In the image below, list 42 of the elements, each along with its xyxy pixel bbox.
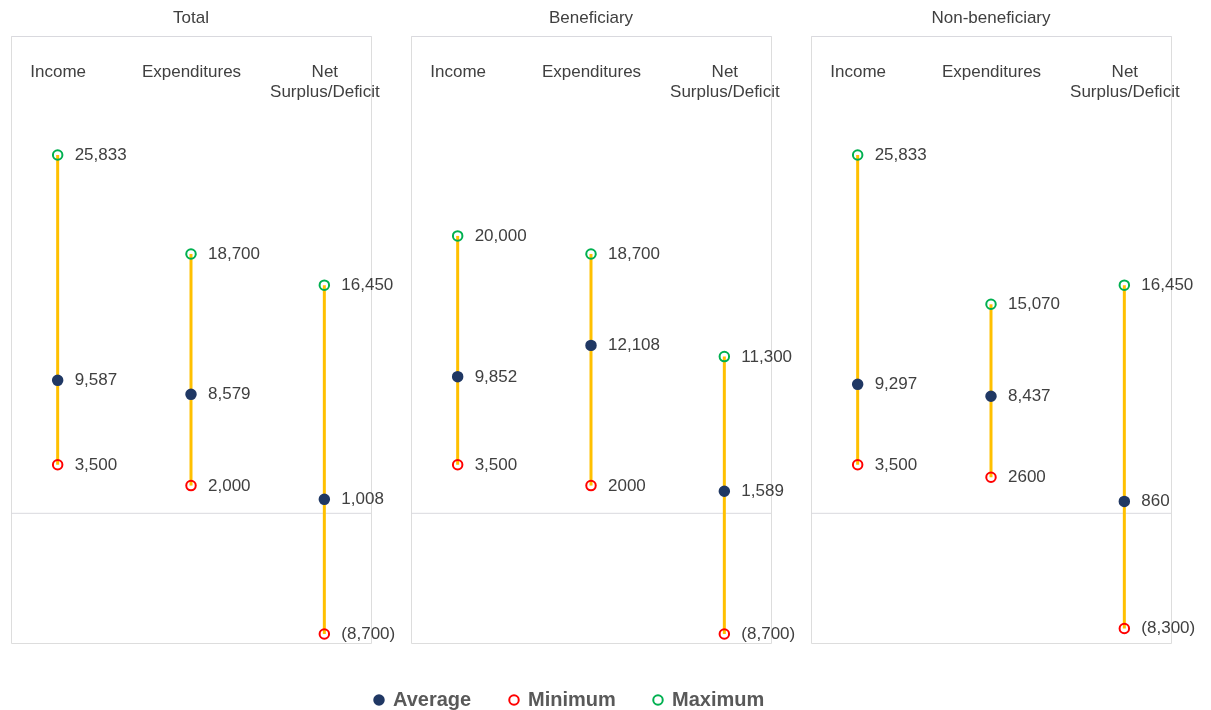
data-label: (8,300): [1141, 618, 1196, 638]
data-label: 3,500: [874, 454, 918, 474]
data-label: 20,000: [474, 225, 527, 245]
data-label: 16,450: [341, 275, 394, 295]
x-tick-label: Income: [830, 61, 887, 81]
data-label: 3,500: [474, 454, 518, 474]
x-tick-label: Expenditures: [541, 61, 642, 81]
x-tick-label: Net Surplus/Deficit: [670, 61, 780, 101]
x-tick-label: Expenditures: [941, 61, 1042, 81]
data-label: 18,700: [608, 243, 660, 263]
data-label: (8,700): [341, 624, 396, 643]
data-label: 860: [1141, 491, 1170, 511]
chart-title: Total: [173, 8, 209, 27]
x-tick-label: Income: [30, 61, 87, 81]
data-label: 12,108: [608, 335, 660, 355]
chart-title: Beneficiary: [548, 8, 634, 27]
data-label: 2,000: [208, 475, 251, 495]
legend-label: Maximum: [672, 688, 765, 710]
data-label: 25,833: [874, 145, 927, 164]
legend-label: Average: [393, 688, 472, 710]
legend-label: Minimum: [528, 688, 616, 710]
data-label: 1,008: [341, 489, 384, 509]
data-label: (8,700): [741, 624, 796, 643]
x-tick-label: Net Surplus/Deficit: [1070, 61, 1180, 101]
data-label: 8,437: [1008, 386, 1051, 406]
data-label: 2600: [1008, 467, 1046, 487]
data-label: 18,700: [208, 243, 260, 263]
data-label: 8,579: [208, 384, 251, 404]
data-label: 9,587: [74, 370, 118, 390]
x-tick-label: Income: [430, 61, 487, 81]
data-label: 9,297: [874, 374, 918, 394]
x-tick-label: Net Surplus/Deficit: [270, 61, 380, 101]
data-label: 1,589: [741, 481, 784, 501]
data-label: 2000: [608, 475, 646, 495]
data-label: 11,300: [741, 346, 793, 366]
data-label: 3,500: [74, 454, 118, 474]
data-label: 9,852: [474, 366, 518, 386]
chart-title: Non-beneficiary: [931, 8, 1052, 27]
x-tick-label: Expenditures: [141, 61, 242, 81]
data-label: 16,450: [1141, 275, 1194, 295]
data-label: 25,833: [74, 145, 127, 164]
data-label: 15,070: [1008, 294, 1060, 314]
